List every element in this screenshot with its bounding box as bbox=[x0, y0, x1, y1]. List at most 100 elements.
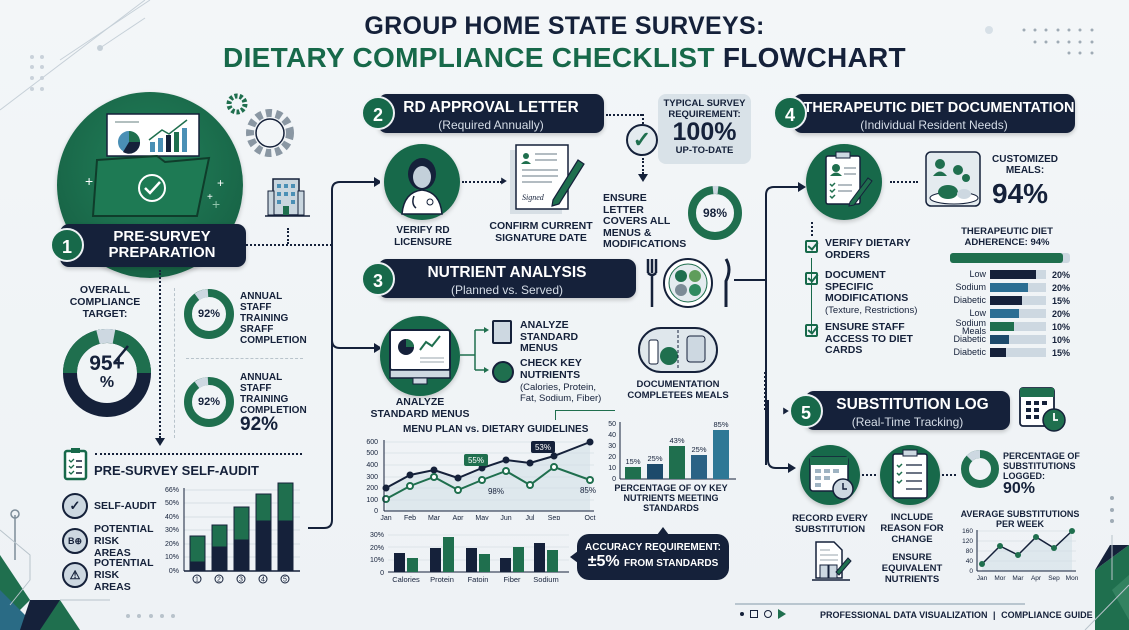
avg-substitutions-title: AVERAGE SUBSTITUTIONS PER WEEK bbox=[960, 509, 1080, 529]
folder-chart-illustration: + +++ bbox=[85, 113, 224, 217]
training-ring-2-big-value: 92% bbox=[240, 414, 279, 435]
checklist-clipboard-icon bbox=[880, 445, 940, 505]
checklist-item-text: ENSURE STAFF ACCESS TO DIET CARDS bbox=[825, 321, 913, 356]
step1-banner[interactable]: PRE-SURVEY PREPARATION bbox=[60, 224, 246, 267]
svg-text:Fiber: Fiber bbox=[503, 575, 521, 584]
svg-text:Sep: Sep bbox=[1048, 575, 1060, 582]
planned-served-bar-chart: 30% 20% 10% 0 Calories Protein Fatoin Fiber Sod… bbox=[370, 532, 569, 584]
step5-dotted-connector bbox=[764, 372, 766, 410]
training-ring-1-label: ANNUAL STAFF TRAINING SRAFF COMPLETION bbox=[240, 291, 307, 346]
square-icon[interactable] bbox=[750, 610, 758, 618]
audit-item[interactable]: ✓ SELF-AUDIT bbox=[62, 488, 156, 524]
footer-controls bbox=[740, 609, 786, 619]
svg-text:120: 120 bbox=[962, 538, 973, 545]
svg-text:98%: 98% bbox=[488, 487, 504, 496]
step5-dotted-2 bbox=[942, 474, 956, 476]
overall-target-label: OVERALL COMPLIANCE TARGET: bbox=[69, 284, 141, 320]
ensure-letter-ring: 98% bbox=[687, 185, 743, 241]
svg-text:0: 0 bbox=[969, 568, 973, 575]
step3-title: NUTRIENT ANALYSIS bbox=[427, 264, 587, 281]
svg-text:100: 100 bbox=[366, 497, 378, 504]
audit-item-label: SELF-AUDIT bbox=[94, 500, 157, 512]
document-pencil-icon bbox=[812, 541, 852, 581]
svg-text:4: 4 bbox=[261, 577, 265, 584]
checklist-item[interactable]: VERIFY DIETARY ORDERS bbox=[805, 237, 925, 270]
branch-connector bbox=[460, 327, 489, 373]
svg-text:+: + bbox=[212, 196, 220, 212]
adherence-bar-row: Diabetic 15% bbox=[953, 295, 1071, 306]
step4-banner[interactable]: THERAPEUTIC DIET DOCUMENTATION (Individu… bbox=[793, 94, 1075, 133]
requirement-connector-v bbox=[642, 114, 644, 128]
svg-text:10%: 10% bbox=[165, 554, 179, 561]
confirm-signature-label: CONFIRM CURRENT SIGNATURE DATE bbox=[489, 220, 593, 244]
svg-text:+: + bbox=[217, 176, 224, 190]
svg-text:55%: 55% bbox=[468, 456, 484, 465]
callout-pointer bbox=[570, 551, 578, 563]
svg-text:Jan: Jan bbox=[977, 575, 988, 582]
requirement-sub: UP-TO-DATE bbox=[675, 145, 734, 156]
svg-text:May: May bbox=[475, 515, 489, 520]
audit-item[interactable]: ⚠ POTENTIAL RISK AREAS bbox=[62, 557, 156, 593]
checklist-item[interactable]: DOCUMENT SPECIFIC MODIFICATIONS (Texture… bbox=[805, 269, 925, 322]
step1-connector bbox=[246, 244, 332, 246]
svg-text:Jan: Jan bbox=[380, 515, 391, 520]
adherence-bar-row: Low 20% bbox=[969, 308, 1071, 319]
page-title-line1: GROUP HOME STATE SURVEYS: bbox=[364, 12, 765, 40]
svg-text:+: + bbox=[207, 192, 213, 203]
accuracy-label: ACCURACY REQUIREMENT: bbox=[585, 542, 721, 553]
checkbox-checked-icon bbox=[805, 272, 818, 285]
step5-banner[interactable]: SUBSTITUTION LOG (Real-Time Tracking) bbox=[805, 391, 1010, 430]
page-title-line2: DIETARY COMPLIANCE CHECKLIST FLOWCHART bbox=[0, 42, 1129, 74]
svg-text:25%: 25% bbox=[691, 445, 706, 454]
step3-number-badge: 3 bbox=[361, 262, 395, 296]
step2-number-badge: 2 bbox=[361, 96, 395, 130]
substitutions-ring bbox=[960, 449, 1000, 489]
circle-icon[interactable] bbox=[764, 610, 772, 618]
audit-item[interactable]: B⊕ POTENTIAL RISK AREAS bbox=[62, 523, 156, 559]
checklist-item-text: DOCUMENT SPECIFIC MODIFICATIONS (Texture… bbox=[825, 269, 918, 316]
svg-text:30: 30 bbox=[608, 443, 616, 450]
svg-text:Feb: Feb bbox=[404, 515, 416, 520]
training-ring-2-label: ANNUAL STAFF TRAINING COMPLETION bbox=[240, 372, 307, 416]
step4-dotted-connector bbox=[890, 181, 918, 183]
callout-pointer-top bbox=[657, 527, 669, 535]
adherence-overall-bar bbox=[950, 253, 1070, 263]
svg-text:Jun: Jun bbox=[500, 515, 511, 520]
step1-number-badge: 1 bbox=[50, 228, 84, 262]
customized-label: CUSTOMIZED MEALS: bbox=[992, 154, 1058, 176]
checklist-connector bbox=[811, 222, 813, 236]
ensure-letter-value: 98% bbox=[702, 206, 728, 220]
substitutions-pct-label: PERCENTAGE OF SUBSTITUTIONS LOGGED: bbox=[1003, 451, 1080, 481]
page-title-navy: FLOWCHART bbox=[722, 42, 906, 73]
training-ring-1: 92% bbox=[183, 288, 235, 340]
checklist-item-text: VERIFY DIETARY ORDERS bbox=[825, 237, 911, 261]
svg-text:0: 0 bbox=[612, 476, 616, 482]
svg-text:15%: 15% bbox=[625, 457, 640, 466]
svg-text:Jul: Jul bbox=[526, 515, 535, 520]
step3-banner[interactable]: NUTRIENT ANALYSIS (Planned vs. Served) bbox=[378, 259, 636, 298]
footer-divider bbox=[735, 603, 1025, 605]
documentation-label: DOCUMENTATION COMPLETEES MEALS bbox=[627, 379, 729, 401]
svg-text:3: 3 bbox=[239, 577, 243, 584]
menu-plan-line-chart: 600 500 400 300 200 100 0 55% 53% 98% 85% Jan F… bbox=[366, 438, 596, 520]
play-icon[interactable] bbox=[778, 609, 786, 619]
svg-text:10: 10 bbox=[608, 465, 616, 472]
nutrients-standards-bar-chart: 50 40 30 20 10 0 15% 25% 43% 25% 85% bbox=[608, 420, 736, 482]
svg-text:Fatoin: Fatoin bbox=[468, 575, 489, 584]
record-label: RECORD EVERY SUBSTITUTION bbox=[792, 513, 868, 535]
audit-item-label: POTENTIAL RISK AREAS bbox=[94, 523, 154, 559]
menu-plan-chart-title: MENU PLAN vs. DIETARY GUIDELINES bbox=[403, 424, 589, 435]
dot-icon bbox=[740, 612, 744, 616]
step2-title: RD APPROVAL LETTER bbox=[403, 99, 579, 116]
svg-text:0%: 0% bbox=[169, 568, 179, 575]
check-circle-icon: ✓ bbox=[626, 124, 658, 156]
svg-text:50%: 50% bbox=[165, 500, 179, 507]
audit-item-list: ✓ SELF-AUDIT B⊕ POTENTIAL RISK AREAS ⚠ P… bbox=[62, 488, 156, 593]
branch2-arrow bbox=[555, 410, 615, 420]
svg-text:Sep: Sep bbox=[548, 515, 561, 520]
checklist-item[interactable]: ENSURE STAFF ACCESS TO DIET CARDS bbox=[805, 321, 925, 357]
branch2-title: CHECK KEY NUTRIENTS bbox=[520, 357, 582, 381]
step2-banner[interactable]: RD APPROVAL LETTER (Required Annually) bbox=[378, 94, 604, 133]
checkbox-checked-icon bbox=[805, 324, 818, 337]
